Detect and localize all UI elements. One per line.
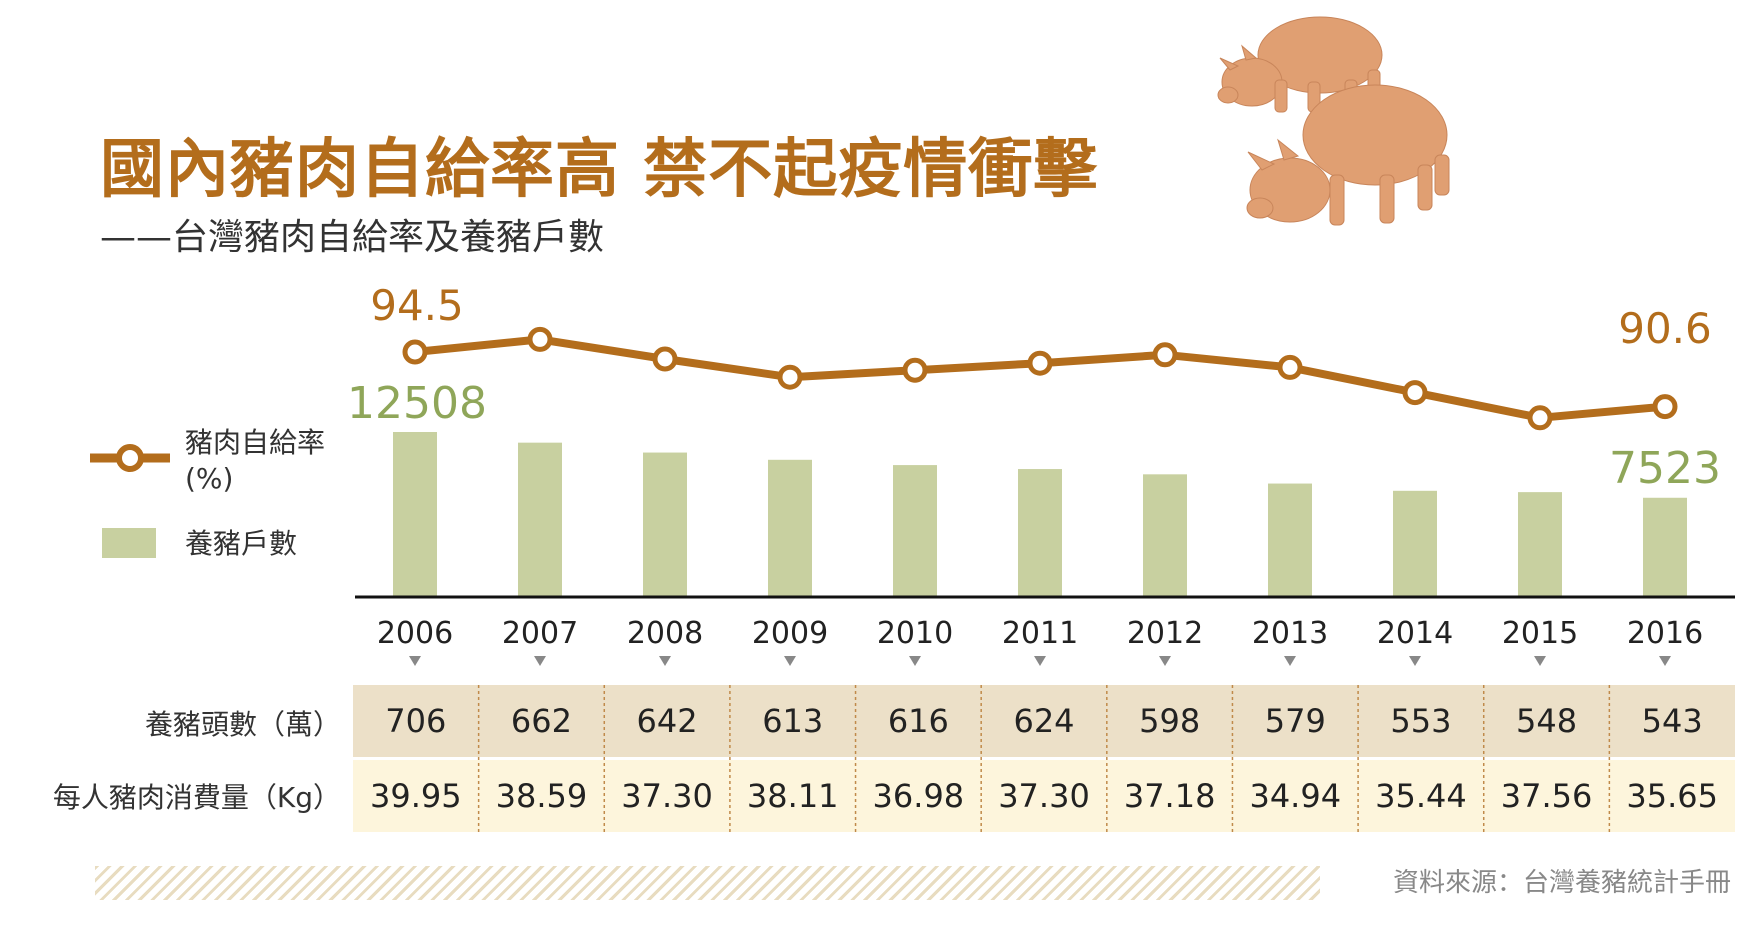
line-point-2015	[1527, 405, 1553, 431]
x-tick-arrow-icon	[409, 656, 421, 666]
bar-2006	[393, 432, 437, 597]
x-tick-2008: 2008	[627, 616, 703, 651]
x-tick-arrow-icon	[784, 656, 796, 666]
heads-row-label: 養豬頭數（萬）	[144, 708, 341, 741]
legend-bar-swatch	[102, 528, 156, 558]
line-point-2014	[1402, 380, 1428, 406]
bar-2014	[1393, 490, 1437, 597]
legend-bar-label: 養豬戶數	[185, 527, 297, 560]
bar-2016	[1643, 497, 1687, 597]
heads-cell-2008: 642	[637, 702, 698, 740]
consumption-cell-2016: 35.65	[1626, 777, 1718, 815]
source-note: 資料來源：台灣養豬統計手冊	[1392, 868, 1731, 898]
line-point-2009	[777, 364, 803, 390]
line-point-2013	[1277, 354, 1303, 380]
x-tick-2006: 2006	[377, 616, 453, 651]
consumption-cell-2012: 37.18	[1124, 777, 1216, 815]
line-point-2006	[402, 339, 428, 365]
x-tick-arrow-icon	[1534, 656, 1546, 666]
line-point-2011	[1027, 350, 1053, 376]
x-tick-2015: 2015	[1502, 616, 1578, 651]
x-tick-arrow-icon	[534, 656, 546, 666]
heads-cell-2015: 548	[1516, 702, 1577, 740]
consumption-cell-2010: 36.98	[873, 777, 965, 815]
bar-2010	[893, 465, 937, 597]
chart-title: 國內豬肉自給率高 禁不起疫情衝擊	[100, 132, 1099, 207]
heads-cell-2009: 613	[762, 702, 823, 740]
x-tick-arrow-icon	[1659, 656, 1671, 666]
bar-2007	[518, 442, 562, 597]
consumption-cell-2014: 35.44	[1375, 777, 1467, 815]
x-tick-arrow-icon	[909, 656, 921, 666]
line-point-2008	[652, 346, 678, 372]
x-tick-2012: 2012	[1127, 616, 1203, 651]
line-point-2016	[1652, 394, 1678, 420]
heads-cell-2007: 662	[511, 702, 572, 740]
x-tick-2009: 2009	[752, 616, 828, 651]
heads-cell-2014: 553	[1390, 702, 1451, 740]
bar-2013	[1268, 483, 1312, 597]
x-tick-2013: 2013	[1252, 616, 1328, 651]
consumption-cell-2011: 37.30	[998, 777, 1090, 815]
x-tick-2011: 2011	[1002, 616, 1078, 651]
consumption-cell-2015: 37.56	[1501, 777, 1593, 815]
x-tick-arrow-icon	[1159, 656, 1171, 666]
x-tick-arrow-icon	[659, 656, 671, 666]
heads-row-bg	[353, 685, 1735, 757]
consumption-cell-2008: 37.30	[621, 777, 713, 815]
line-point-2010	[902, 357, 928, 383]
x-tick-arrow-icon	[1409, 656, 1421, 666]
line-point-2012	[1152, 342, 1178, 368]
decorative-hatch	[95, 866, 1320, 900]
x-tick-2010: 2010	[877, 616, 953, 651]
x-tick-2014: 2014	[1377, 616, 1453, 651]
x-tick-arrow-icon	[1284, 656, 1296, 666]
legend-line-marker	[116, 444, 144, 472]
consumption-cell-2009: 38.11	[747, 777, 839, 815]
consumption-cell-2013: 34.94	[1249, 777, 1341, 815]
consumption-cell-2007: 38.59	[496, 777, 588, 815]
bar-2009	[768, 459, 812, 597]
heads-cell-2006: 706	[385, 702, 446, 740]
bar-2008	[643, 452, 687, 597]
heads-cell-2012: 598	[1139, 702, 1200, 740]
legend-line-unit: (%)	[185, 462, 233, 495]
line-label-last: 90.6	[1618, 304, 1712, 353]
bar-label-first: 12508	[347, 378, 487, 429]
x-tick-2016: 2016	[1627, 616, 1703, 651]
chart-subtitle: ——台灣豬肉自給率及養豬戶數	[100, 217, 605, 258]
heads-cell-2016: 543	[1642, 702, 1703, 740]
bar-2012	[1143, 474, 1187, 597]
line-point-2007	[527, 326, 553, 352]
x-tick-2007: 2007	[502, 616, 578, 651]
x-tick-arrow-icon	[1034, 656, 1046, 666]
legend-line-label: 豬肉自給率	[185, 426, 325, 459]
bar-2011	[1018, 469, 1062, 597]
heads-cell-2011: 624	[1013, 702, 1074, 740]
heads-cell-2013: 579	[1265, 702, 1326, 740]
heads-cell-2010: 616	[888, 702, 949, 740]
consumption-cell-2006: 39.95	[370, 777, 462, 815]
consumption-row-bg	[353, 760, 1735, 832]
consumption-row-label: 每人豬肉消費量（Kg）	[52, 781, 341, 814]
line-label-first: 94.5	[370, 281, 464, 330]
bar-label-last: 7523	[1609, 443, 1721, 494]
pig-illustration-icon	[1217, 16, 1450, 226]
bar-2015	[1518, 492, 1562, 597]
